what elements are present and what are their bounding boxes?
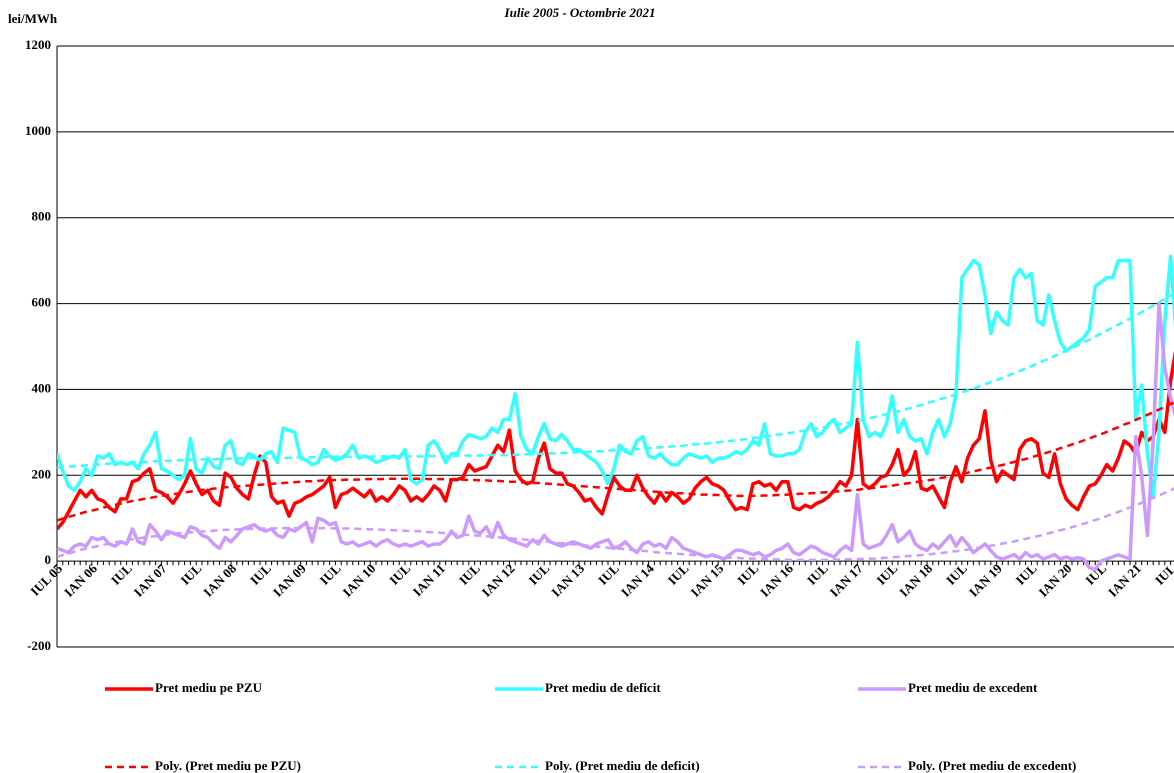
- x-tick-label: IUL: [177, 561, 204, 588]
- x-tick-label: IAN 07: [131, 560, 170, 599]
- x-tick-label: IUL: [665, 561, 692, 588]
- y-tick-label: 1200: [25, 37, 51, 52]
- x-tick-label: IUL: [317, 561, 344, 588]
- y-axis-label: lei/MWh: [8, 11, 58, 26]
- data-line: [57, 254, 1174, 499]
- y-tick-label: 800: [32, 209, 52, 224]
- x-tick-label: IAN 10: [339, 561, 378, 600]
- x-tick-label: IUL: [1013, 561, 1040, 588]
- legend-label: Pret mediu de excedent: [908, 680, 1038, 695]
- data-line: [57, 301, 1174, 572]
- x-tick-label: IAN 14: [618, 560, 657, 599]
- x-tick-label: IAN 12: [479, 561, 518, 600]
- x-tick-label: IAN 13: [548, 560, 587, 599]
- x-tick-label: IAN 19: [966, 560, 1005, 599]
- x-tick-label: IUL: [873, 561, 900, 588]
- plot-area: [57, 254, 1174, 572]
- x-tick-label: IAN 17: [827, 560, 866, 599]
- x-tick-label: IUL: [734, 561, 761, 588]
- x-tick-label: IUL: [456, 561, 483, 588]
- x-tick-label: IUL: [108, 561, 135, 588]
- y-tick-label: -200: [27, 638, 51, 653]
- x-tick-label: IAN 16: [757, 560, 796, 599]
- legend-label: Poly. (Pret mediu de excedent): [908, 758, 1076, 773]
- x-tick-label: IAN 21: [1105, 561, 1144, 600]
- x-tick-label: IUL: [943, 561, 970, 588]
- y-tick-label: 0: [45, 552, 52, 567]
- x-tick-label: IAN 20: [1035, 561, 1074, 600]
- trend-line: [57, 401, 1174, 522]
- y-tick-label: 400: [32, 380, 52, 395]
- x-tick-label: IAN 15: [687, 560, 726, 599]
- x-tick-label: IAN 18: [896, 560, 935, 599]
- x-tick-label: IUL: [595, 561, 622, 588]
- x-tick-label: IUL: [386, 561, 413, 588]
- x-tick-label: IAN 08: [200, 560, 239, 599]
- x-tick-label: IUL: [525, 561, 552, 588]
- chart-title: Iulie 2005 - Octombrie 2021: [504, 5, 656, 20]
- y-tick-label: 600: [32, 295, 52, 310]
- trend-line: [57, 487, 1174, 562]
- legend-label: Pret mediu pe PZU: [155, 680, 263, 695]
- trend-line: [57, 291, 1174, 469]
- x-tick-label: IUL: [247, 561, 274, 588]
- x-tick-label: IAN 09: [270, 560, 309, 599]
- x-tick-label: IUL: [1152, 561, 1174, 588]
- legend-label: Pret mediu de deficit: [545, 680, 661, 695]
- legend-label: Poly. (Pret mediu de deficit): [545, 758, 700, 773]
- x-tick-label: IAN 06: [61, 560, 100, 599]
- x-tick-label: IAN 11: [410, 561, 448, 599]
- legend-label: Poly. (Pret mediu pe PZU): [155, 758, 301, 773]
- y-tick-label: 1000: [25, 123, 51, 138]
- x-tick-label: IUL: [804, 561, 831, 588]
- y-tick-label: 200: [32, 466, 52, 481]
